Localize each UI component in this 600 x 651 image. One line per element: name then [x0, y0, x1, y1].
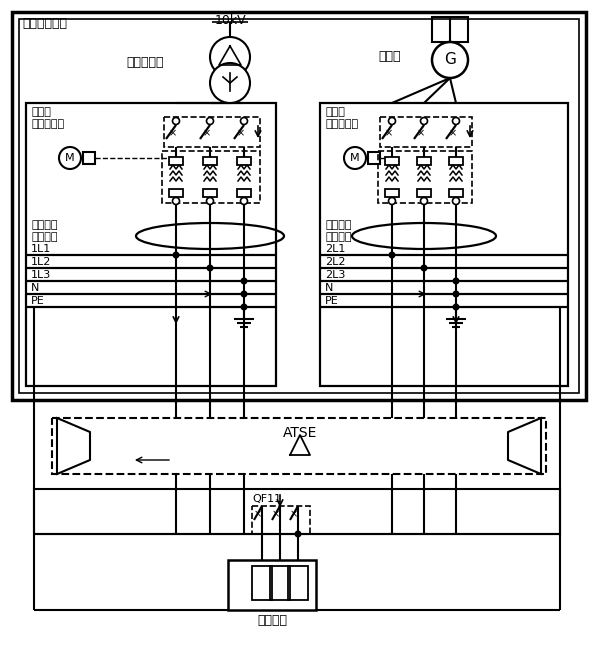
Circle shape	[173, 197, 179, 204]
Text: PE: PE	[325, 296, 339, 306]
Text: ×: ×	[449, 128, 457, 138]
Bar	[34, 489, 560, 534]
Text: 1L3: 1L3	[31, 270, 51, 280]
Circle shape	[295, 531, 302, 538]
Circle shape	[241, 197, 248, 204]
Circle shape	[210, 63, 250, 103]
Bar	[203, 189, 217, 197]
Circle shape	[421, 197, 427, 204]
Circle shape	[421, 117, 427, 124]
Text: QF11: QF11	[252, 494, 281, 504]
Bar	[417, 189, 431, 197]
Text: M: M	[65, 153, 75, 163]
Text: 1L1: 1L1	[31, 244, 51, 254]
Circle shape	[344, 147, 366, 169]
Bar	[237, 189, 251, 197]
Circle shape	[421, 264, 427, 271]
Bar	[449, 189, 463, 197]
Bar	[385, 157, 399, 165]
Text: ×: ×	[169, 128, 177, 138]
Text: 同一座配电所: 同一座配电所	[22, 17, 67, 30]
Text: 接地故障
电流检测: 接地故障 电流检测	[31, 220, 58, 242]
Text: 2L2: 2L2	[325, 257, 346, 267]
Circle shape	[241, 277, 248, 284]
Bar	[252, 566, 272, 600]
Circle shape	[452, 303, 460, 311]
Bar	[270, 566, 290, 600]
Bar	[368, 152, 380, 164]
Bar	[228, 560, 316, 610]
Circle shape	[452, 117, 460, 124]
Bar	[26, 103, 276, 386]
Circle shape	[206, 197, 214, 204]
Bar	[288, 566, 308, 600]
Circle shape	[241, 290, 248, 298]
Bar	[320, 103, 568, 386]
Bar	[237, 157, 251, 165]
Text: 接地故障
电流检测: 接地故障 电流检测	[325, 220, 352, 242]
Text: M: M	[350, 153, 360, 163]
Circle shape	[59, 147, 81, 169]
Circle shape	[452, 290, 460, 298]
Circle shape	[389, 251, 395, 258]
Bar	[385, 189, 399, 197]
Bar	[169, 157, 183, 165]
Bar	[83, 152, 95, 164]
Circle shape	[241, 303, 248, 311]
Bar	[417, 157, 431, 165]
Text: ×: ×	[237, 128, 245, 138]
Circle shape	[206, 117, 214, 124]
Circle shape	[206, 264, 214, 271]
Circle shape	[389, 197, 395, 204]
Text: 发电机: 发电机	[379, 51, 401, 64]
Circle shape	[173, 117, 179, 124]
Text: 变压器
进线断路器: 变压器 进线断路器	[31, 107, 64, 129]
Bar	[432, 17, 468, 42]
Circle shape	[452, 197, 460, 204]
Bar	[449, 157, 463, 165]
Circle shape	[210, 37, 250, 77]
Bar	[380, 117, 472, 147]
Bar	[19, 19, 579, 393]
Text: 10kV: 10kV	[214, 14, 246, 27]
Circle shape	[389, 117, 395, 124]
Text: ×: ×	[272, 509, 280, 519]
Bar	[169, 189, 183, 197]
Bar	[378, 151, 472, 203]
Text: ×: ×	[417, 128, 425, 138]
Circle shape	[432, 42, 468, 78]
Circle shape	[452, 277, 460, 284]
Text: 2L1: 2L1	[325, 244, 346, 254]
Text: 发电机
进线断路器: 发电机 进线断路器	[325, 107, 358, 129]
Text: ×: ×	[290, 509, 298, 519]
Text: 用电设备: 用电设备	[257, 614, 287, 627]
Bar	[12, 12, 586, 400]
Text: ×: ×	[385, 128, 393, 138]
Text: 电力变压器: 电力变压器	[126, 57, 164, 70]
Bar	[164, 117, 260, 147]
Bar	[162, 151, 260, 203]
Bar	[52, 418, 546, 474]
Circle shape	[241, 117, 248, 124]
Text: 1L2: 1L2	[31, 257, 52, 267]
Text: PE: PE	[31, 296, 45, 306]
Text: N: N	[325, 283, 334, 293]
Text: ATSE: ATSE	[283, 426, 317, 440]
Text: 2L3: 2L3	[325, 270, 346, 280]
Text: ×: ×	[203, 128, 211, 138]
Text: G: G	[444, 53, 456, 68]
Circle shape	[173, 251, 179, 258]
Text: ×: ×	[254, 509, 262, 519]
Bar	[252, 506, 310, 534]
Text: N: N	[31, 283, 40, 293]
Bar	[203, 157, 217, 165]
